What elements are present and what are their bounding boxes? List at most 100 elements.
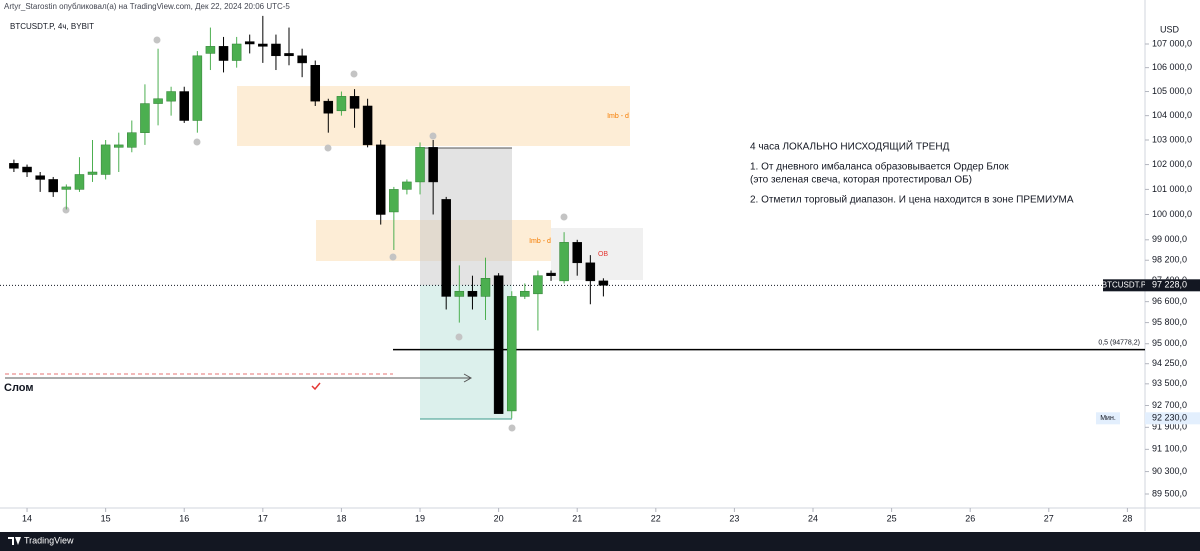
break-label: Слом bbox=[4, 382, 34, 394]
candle-body bbox=[35, 175, 45, 180]
candle-body bbox=[559, 242, 569, 282]
candle-body bbox=[441, 199, 451, 297]
brand: TradingView bbox=[24, 535, 74, 545]
candle-body bbox=[258, 43, 268, 47]
x-tick-label: 26 bbox=[965, 513, 975, 523]
y-tick-label: 103 000,0 bbox=[1152, 134, 1192, 144]
annotation: 4 часа ЛОКАЛЬНО НИСХОДЯЩИЙ ТРЕНД bbox=[750, 140, 950, 153]
candle-body bbox=[428, 147, 438, 183]
zone-label: Imb - d bbox=[607, 113, 629, 120]
candle-body bbox=[48, 179, 58, 193]
marker-dot bbox=[350, 70, 358, 78]
min-tag: Мин. bbox=[1100, 415, 1116, 422]
candle-body bbox=[467, 290, 478, 297]
marker-dot bbox=[455, 333, 463, 341]
y-tick-label: 107 000,0 bbox=[1152, 38, 1192, 48]
marker-dot bbox=[62, 206, 70, 214]
zone-label: Imb - d bbox=[529, 238, 551, 245]
marker-dot bbox=[508, 424, 516, 432]
x-tick-label: 19 bbox=[415, 513, 425, 523]
candle-body bbox=[362, 105, 373, 146]
x-tick-label: 23 bbox=[729, 513, 739, 523]
candle-body bbox=[506, 296, 517, 412]
x-tick-label: 15 bbox=[101, 513, 111, 523]
marker-dot bbox=[560, 213, 568, 221]
y-tick-label: 96 600,0 bbox=[1152, 296, 1187, 306]
candle-body bbox=[114, 144, 124, 148]
candle-body bbox=[336, 96, 347, 112]
candle-body bbox=[480, 278, 491, 297]
candle-body bbox=[297, 55, 307, 64]
min-tag-box bbox=[1096, 412, 1120, 425]
candle-body bbox=[153, 98, 163, 104]
candle-body bbox=[271, 43, 281, 57]
candle-body bbox=[61, 186, 72, 190]
x-tick-label: 27 bbox=[1044, 513, 1054, 523]
marker-dot bbox=[429, 132, 437, 140]
candle-body bbox=[205, 46, 216, 54]
candle-body bbox=[323, 100, 334, 114]
marker-dot bbox=[193, 138, 201, 146]
currency: USD bbox=[1160, 24, 1180, 34]
candle-body bbox=[127, 132, 137, 148]
candle-body bbox=[389, 189, 399, 213]
y-tick-label: 93 500,0 bbox=[1152, 378, 1187, 388]
candle-body bbox=[375, 144, 386, 215]
symbol-box bbox=[1103, 279, 1145, 292]
footer bbox=[0, 532, 1200, 551]
candle-body bbox=[284, 53, 294, 57]
zone-label: OB bbox=[598, 251, 608, 258]
candle-body bbox=[244, 41, 255, 45]
candle-body bbox=[520, 290, 530, 297]
candle-body bbox=[166, 91, 176, 102]
markers bbox=[62, 36, 568, 432]
y-tick-label: 106 000,0 bbox=[1152, 62, 1192, 72]
x-tick-label: 20 bbox=[494, 513, 504, 523]
check-mark bbox=[311, 382, 321, 391]
candle-body bbox=[598, 280, 609, 286]
y-tick-label: 102 000,0 bbox=[1152, 159, 1192, 169]
x-tick-label: 21 bbox=[572, 513, 582, 523]
marker-dot bbox=[153, 36, 161, 44]
x-tick-label: 17 bbox=[258, 513, 268, 523]
y-tick-label: 89 500,0 bbox=[1152, 488, 1187, 498]
candle-body bbox=[179, 91, 189, 121]
marker-dot bbox=[324, 144, 332, 152]
y-tick-label: 91 100,0 bbox=[1152, 444, 1187, 454]
y-tick-label: 99 000,0 bbox=[1152, 234, 1187, 244]
last-price-label: 97 228,0 bbox=[1152, 280, 1187, 290]
candle-body bbox=[218, 46, 229, 61]
x-tick-label: 28 bbox=[1122, 513, 1132, 523]
level-label: 0,5 (94778,2) bbox=[1098, 339, 1140, 346]
candle-body bbox=[533, 275, 543, 295]
y-tick-label: 104 000,0 bbox=[1152, 110, 1192, 120]
x-tick-label: 16 bbox=[179, 513, 189, 523]
marker-dot bbox=[389, 253, 397, 261]
x-tick-label: 14 bbox=[22, 513, 32, 523]
candle-body bbox=[140, 103, 150, 133]
y-tick-label: 98 200,0 bbox=[1152, 255, 1187, 265]
candle-body bbox=[572, 242, 582, 264]
x-tick-label: 24 bbox=[808, 513, 818, 523]
candle-body bbox=[9, 163, 19, 169]
y-tick-label: 100 000,0 bbox=[1152, 209, 1192, 219]
candle-body bbox=[546, 272, 556, 276]
y-tick-label: 101 000,0 bbox=[1152, 184, 1192, 194]
y-tick-label: 95 000,0 bbox=[1152, 338, 1187, 348]
y-tick-label: 105 000,0 bbox=[1152, 86, 1192, 96]
annotation: 1. От дневного имбаланса образовывается … bbox=[750, 161, 1009, 173]
candle-body bbox=[402, 181, 412, 190]
min-price-label: 92 230,0 bbox=[1152, 413, 1187, 423]
candle-body bbox=[415, 147, 425, 183]
candle-body bbox=[310, 65, 321, 102]
candle-body bbox=[100, 144, 111, 175]
candle-body bbox=[22, 166, 32, 173]
candle-body bbox=[74, 174, 85, 190]
candle-body bbox=[585, 262, 596, 282]
y-tick-label: 91 900,0 bbox=[1152, 422, 1187, 432]
y-tick-label: 95 800,0 bbox=[1152, 317, 1187, 327]
y-tick-label: 94 250,0 bbox=[1152, 358, 1187, 368]
candle-body bbox=[493, 275, 504, 414]
candle-body bbox=[192, 55, 203, 121]
